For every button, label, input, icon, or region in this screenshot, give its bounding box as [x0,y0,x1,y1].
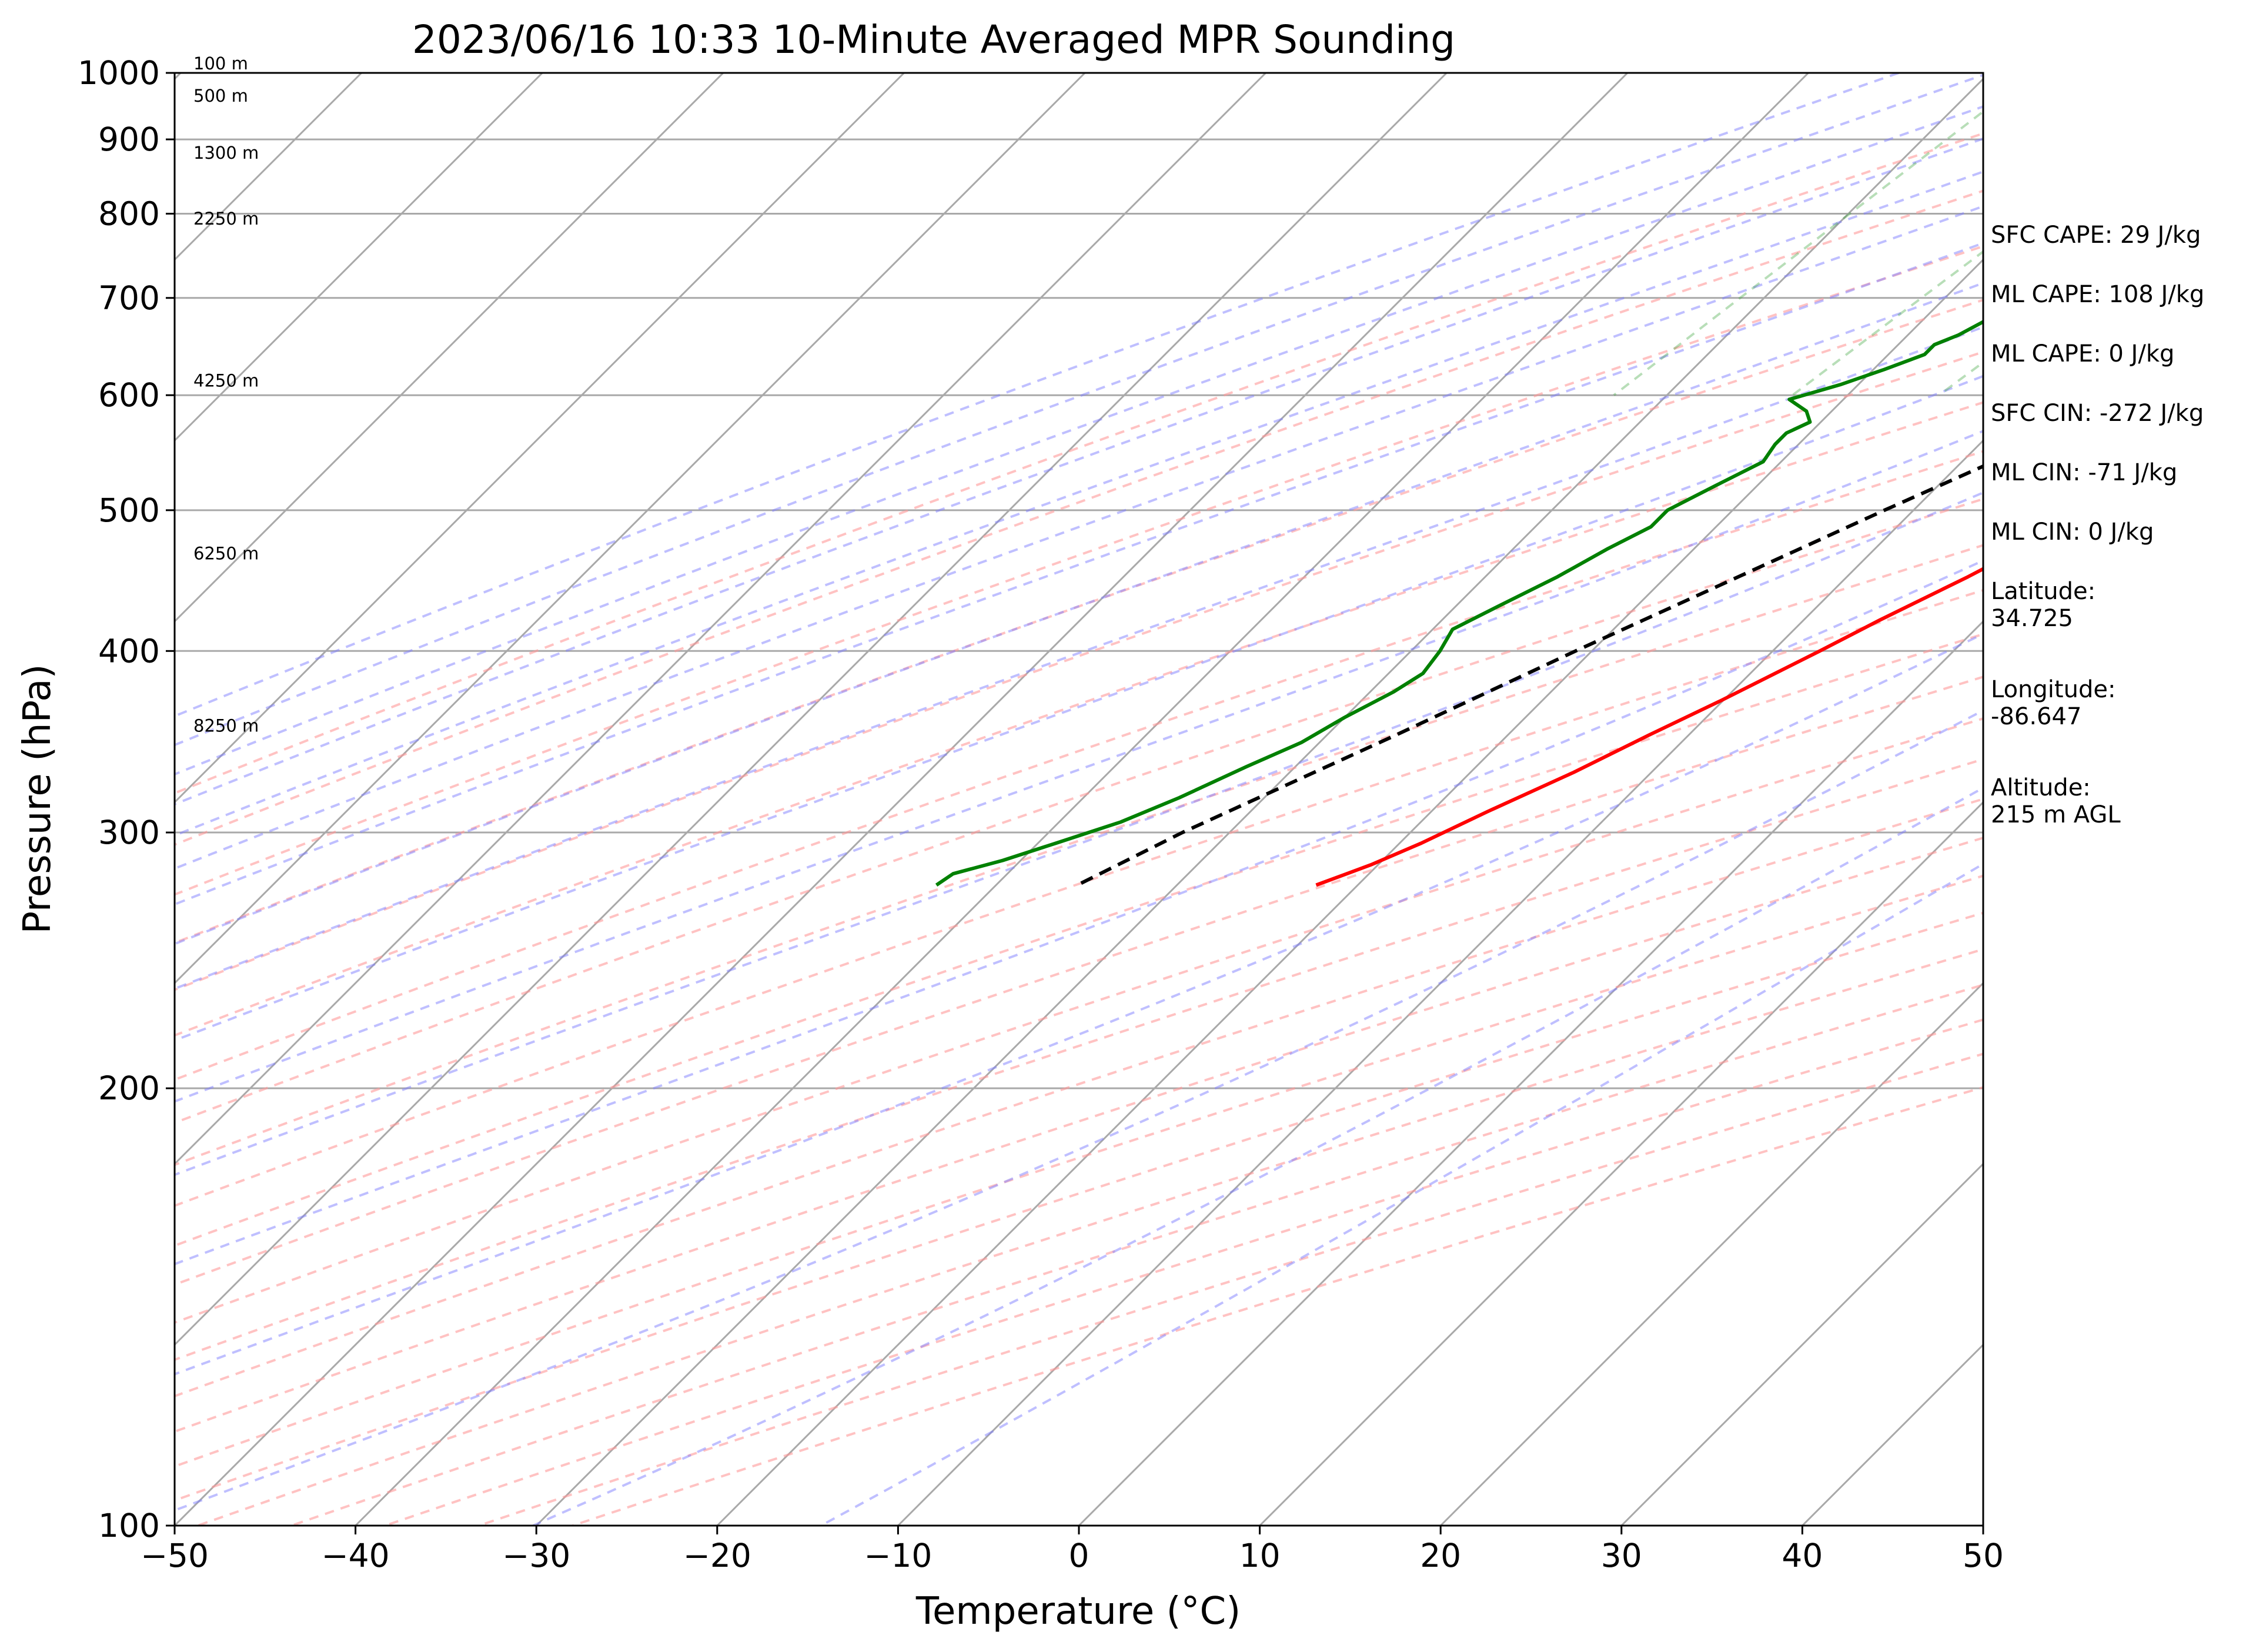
isotherm-line [1078,620,1983,1526]
isotherm-line [175,73,724,623]
isotherm-line [536,78,1983,1526]
isotherm-line [175,73,1266,1165]
isotherm-line [175,73,1086,985]
temperature-profile [1315,567,1983,887]
isotherm-line [716,258,1983,1526]
x-tick-label: 20 [1420,1537,1461,1574]
info-text: ML CAPE: 0 J/kg [1991,340,2174,367]
parcel-profile [1077,464,1983,887]
height-label: 100 m [193,53,248,73]
y-tick-label: 300 [98,814,160,851]
height-label: 4250 m [193,370,259,390]
dry-adiabat-line [175,911,1983,1502]
moist-adiabat-line [175,326,1983,990]
isotherm-line [175,73,543,442]
mixing-ratio-line [1792,250,1983,396]
y-tick-label: 600 [98,376,160,414]
y-tick-label: 1000 [78,54,160,92]
mixing-ratio-line [1613,110,1983,396]
info-text: SFC CAPE: 29 J/kg [1991,222,2201,249]
height-label: 2250 m [193,209,259,229]
moist-adiabat-line [175,73,1983,747]
y-axis-title: Pressure (hPa) [16,664,59,934]
dry-adiabat-line [175,450,1983,1081]
x-axis-title: Temperature (°C) [915,1590,1241,1633]
info-text: 215 m AGL [1991,801,2121,828]
isotherm-line [175,73,905,804]
info-text: -86.647 [1991,703,2081,730]
moist-adiabat-line [175,242,1983,906]
isotherm-line [1259,801,1983,1526]
dry-adiabat-line [175,874,1983,1468]
x-tick-label: 0 [1069,1537,1089,1574]
dry-adiabat-line [175,189,1983,846]
y-tick-label: 800 [98,195,160,232]
dry-adiabat-line [175,717,1983,1324]
dewpoint-profile [935,319,1983,887]
x-tick-label: 50 [1963,1537,2004,1574]
info-text: ML CIN: -71 J/kg [1991,459,2177,486]
height-label: 6250 m [193,543,259,563]
info-panel: SFC CAPE: 29 J/kg ML CAPE: 108 J/kg ML CAP… [1991,222,2204,828]
isotherm-line [1620,1162,1983,1526]
dry-adiabat-line [175,544,1983,1166]
isotherm-line [897,439,1983,1526]
moist-adiabat-line [175,430,1983,1103]
dry-adiabat-line [175,837,1983,1433]
dry-adiabat-line [175,633,1983,1247]
moist-adiabat-line [175,170,1983,837]
dry-adiabat-line [175,588,1983,1208]
x-tick-label: −10 [864,1537,932,1574]
moist-adiabat-line [175,205,1983,870]
isotherm-line [175,73,1629,1526]
y-tick-label: 100 [98,1507,160,1544]
height-label: 1300 m [193,143,259,163]
isotherm-line [175,73,1448,1346]
plot-area: −50 −40 −30 −20 −10 0 10 20 30 40 50 100 200 300 400 50… [78,53,2246,1574]
y-tick-label: 700 [98,279,160,317]
info-text: ML CIN: 0 J/kg [1991,519,2154,546]
y-tick-label: 200 [98,1069,160,1107]
plot-background [175,73,1983,1526]
dry-adiabat-line [291,984,1983,1526]
x-tick-label: 40 [1782,1537,1823,1574]
info-text: Altitude: [1991,774,2091,801]
x-tick-label: −30 [502,1537,570,1574]
info-text: 34.725 [1991,605,2073,632]
dry-adiabat-line [175,497,1983,1125]
info-text: SFC CIN: -272 J/kg [1991,400,2204,427]
height-label: 8250 m [193,716,259,736]
dry-adiabat-line [175,350,1983,991]
y-tick-label: 400 [98,632,160,670]
x-tick-label: −20 [683,1537,751,1574]
moist-adiabat-line [175,374,1983,1042]
info-text: Latitude: [1991,578,2095,605]
y-tick-label: 900 [98,121,160,158]
mixing-ratio-line [2232,73,2246,395]
info-text: Longitude: [1991,676,2115,703]
dry-adiabat-line [175,797,1983,1397]
y-tick-label: 500 [98,491,160,529]
info-text: ML CAPE: 108 J/kg [1991,281,2204,308]
isotherm-line [1440,982,1983,1526]
chart-title: 2023/06/16 10:33 10-Minute Averaged MPR … [412,17,1455,62]
moist-adiabat-line [175,73,1900,718]
dry-adiabat-line [175,401,1983,1037]
dry-adiabat-line [175,245,1983,896]
moist-adiabat-line [175,491,1983,1176]
dry-adiabat-line [478,1052,1983,1526]
x-tick-label: 10 [1239,1537,1281,1574]
x-tick-label: −50 [141,1537,209,1574]
x-tick-label: 30 [1601,1537,1642,1574]
x-tick-label: −40 [322,1537,390,1574]
moist-adiabat-line [175,709,1983,1512]
height-label: 500 m [193,86,248,106]
moist-adiabat-line [175,105,1983,776]
